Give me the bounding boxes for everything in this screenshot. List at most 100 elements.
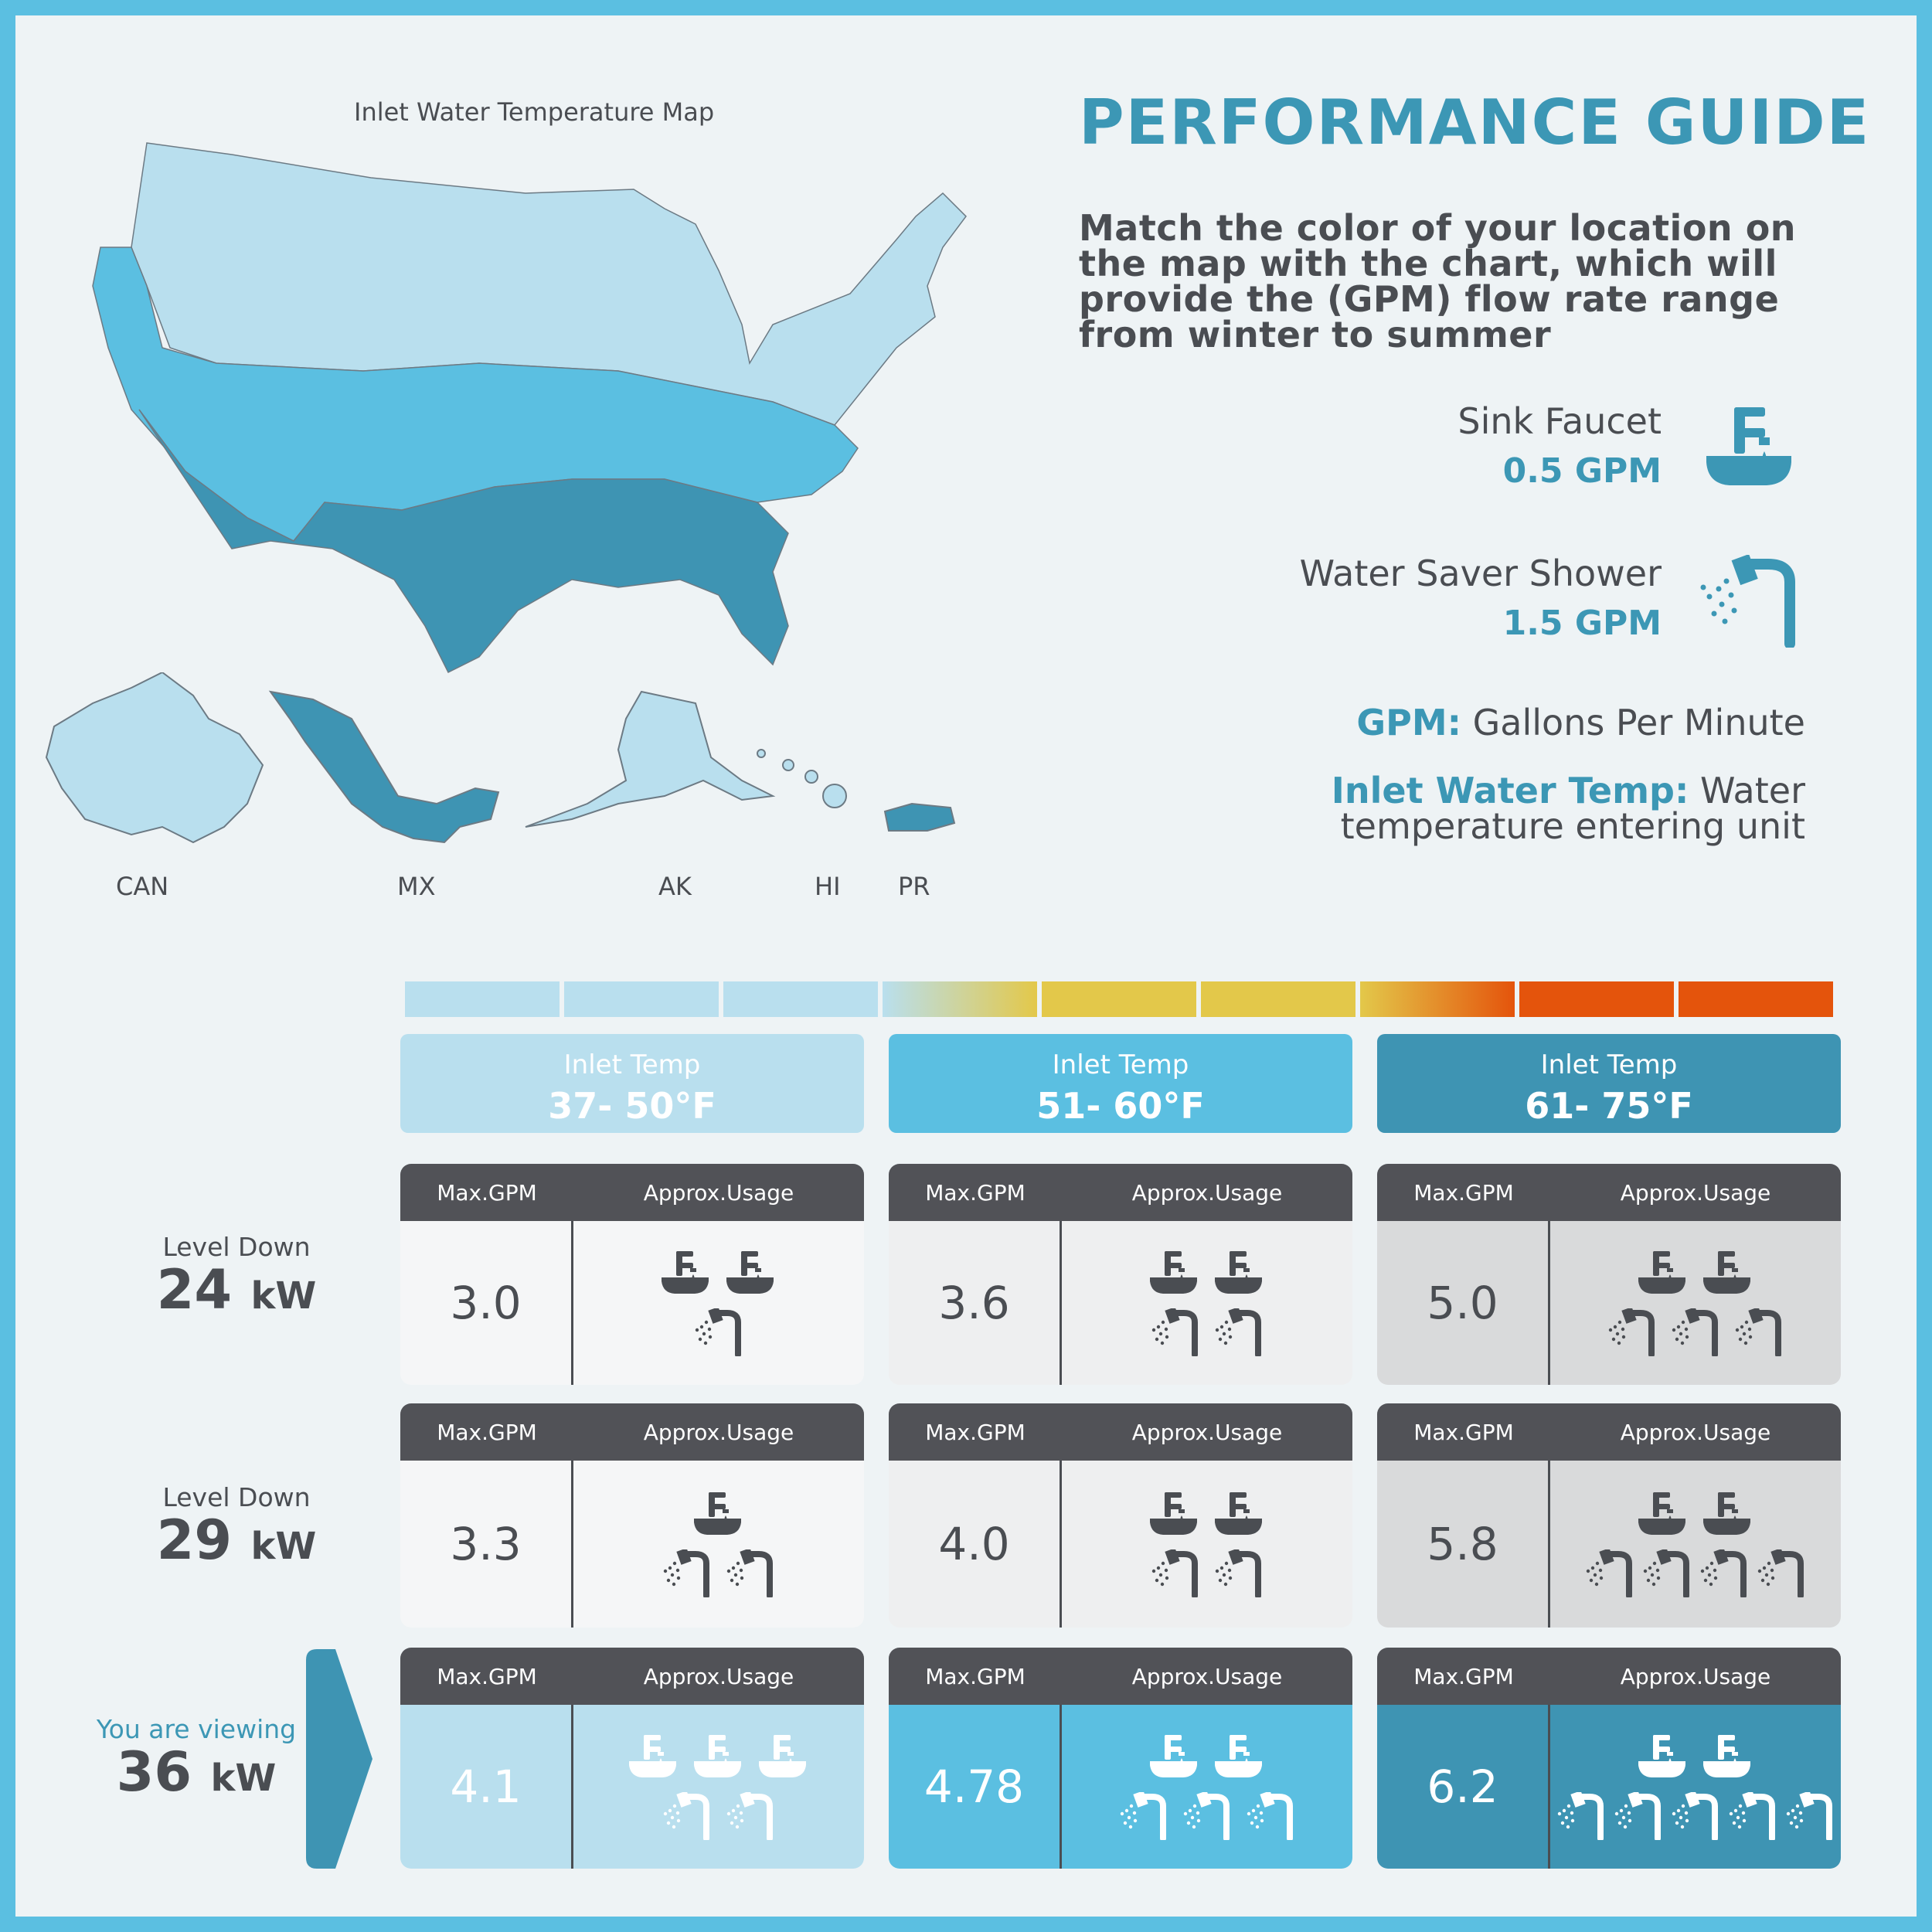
- usage-card: Max.GPM Approx.Usage 5.8: [1377, 1403, 1841, 1628]
- scale-segment-6: [1201, 981, 1355, 1017]
- temp-definition: Inlet Water Temp: Water temperature ente…: [1332, 773, 1805, 844]
- sink-faucet-icon: [1215, 1251, 1262, 1294]
- max-gpm-value: 3.0: [400, 1221, 573, 1385]
- sink-faucet-icon: [694, 1735, 741, 1777]
- shower-icon-row: [1118, 1792, 1296, 1840]
- sink-faucet-icon: [1703, 1251, 1750, 1294]
- card-body: 6.2: [1377, 1705, 1841, 1869]
- temp-range-cold: Inlet Temp 37- 50°F: [400, 1034, 864, 1133]
- sink-faucet-icon: [1638, 1492, 1685, 1535]
- sink-icon-row: [1638, 1250, 1753, 1294]
- approx-usage: [573, 1221, 864, 1385]
- scale-segment-9: [1679, 981, 1833, 1017]
- map-label-hi: HI: [815, 872, 841, 901]
- card-header: Max.GPM Approx.Usage: [889, 1648, 1352, 1705]
- temp-value-2: temperature entering unit: [1340, 805, 1805, 847]
- shower-icon: [1735, 1308, 1781, 1356]
- level-label: Level Down: [162, 1482, 311, 1512]
- level-unit: kW: [250, 1525, 317, 1568]
- guide-description: Match the color of your location on the …: [1079, 207, 1797, 355]
- sink-faucet-name: Sink Faucet: [1458, 400, 1662, 442]
- approx-usage-header: Approx.Usage: [1620, 1663, 1771, 1689]
- card-header: Max.GPM Approx.Usage: [400, 1648, 864, 1705]
- sink-faucet-icon: [1215, 1735, 1262, 1777]
- card-header: Max.GPM Approx.Usage: [400, 1403, 864, 1461]
- scale-segment-1: [405, 981, 560, 1017]
- level-unit: kW: [250, 1274, 317, 1318]
- approx-usage-header: Approx.Usage: [643, 1663, 794, 1689]
- temp-range-warm: Inlet Temp 61- 75°F: [1377, 1034, 1841, 1133]
- sink-faucet-icon: [1638, 1735, 1685, 1777]
- approx-usage: [573, 1461, 864, 1628]
- shower-icon: [1557, 1792, 1604, 1840]
- shower-icon-row: [1150, 1308, 1264, 1356]
- card-body: 4.1: [400, 1705, 864, 1869]
- approx-usage-header: Approx.Usage: [1620, 1419, 1771, 1445]
- max-gpm-value: 5.0: [1377, 1221, 1550, 1385]
- level-label: Level Down: [162, 1232, 311, 1262]
- sink-faucet-icon: [1703, 1735, 1750, 1777]
- usage-card: Max.GPM Approx.Usage 5.0: [1377, 1164, 1841, 1385]
- usage-card: Max.GPM Approx.Usage 4.78: [889, 1648, 1352, 1869]
- sink-faucet-icon: [1150, 1735, 1197, 1777]
- approx-usage: [1062, 1461, 1352, 1628]
- approx-usage: [1550, 1461, 1841, 1628]
- gpm-key: GPM:: [1356, 702, 1462, 743]
- shower-icon-row: [1556, 1792, 1835, 1840]
- shower-icon: [1247, 1792, 1293, 1840]
- sink-faucet-icon: [1215, 1492, 1262, 1535]
- card-header: Max.GPM Approx.Usage: [889, 1164, 1352, 1221]
- usage-card: Max.GPM Approx.Usage 3.0: [400, 1164, 864, 1385]
- card-body: 5.0: [1377, 1221, 1841, 1385]
- max-gpm-header: Max.GPM: [925, 1663, 1026, 1689]
- shower-icon: [726, 1549, 773, 1597]
- shower-icon: [1215, 1549, 1261, 1597]
- max-gpm-value: 4.1: [400, 1705, 573, 1869]
- max-gpm-value: 6.2: [1377, 1705, 1550, 1869]
- us-temperature-map: [92, 142, 967, 674]
- shower-icon: [1700, 1549, 1747, 1597]
- usage-card: Max.GPM Approx.Usage 3.3: [400, 1403, 864, 1628]
- scale-segment-2: [564, 981, 719, 1017]
- sink-faucet-rate: 0.5 GPM: [1502, 451, 1662, 491]
- card-body: 3.0: [400, 1221, 864, 1385]
- card-body: 4.78: [889, 1705, 1352, 1869]
- level-24kw: Level Down 24 kW: [136, 1232, 337, 1324]
- gpm-definition: GPM: Gallons Per Minute: [1356, 702, 1805, 743]
- scale-segment-7: [1360, 981, 1515, 1017]
- sink-faucet-icon: [662, 1251, 709, 1294]
- alaska-map: [525, 690, 776, 828]
- shower-icon: [1729, 1792, 1775, 1840]
- shower-icon: [1700, 555, 1795, 648]
- temp-range-value: 51- 60°F: [1036, 1085, 1205, 1127]
- shower-rate: 1.5 GPM: [1502, 604, 1662, 643]
- level-kw: 36: [116, 1740, 192, 1804]
- shower-icon: [1151, 1308, 1198, 1356]
- temp-range-mid: Inlet Temp 51- 60°F: [889, 1034, 1352, 1133]
- sink-icon-row: [1149, 1250, 1265, 1294]
- sink-icon-row: [1638, 1491, 1753, 1536]
- sink-faucet-icon: [694, 1492, 741, 1535]
- usage-card: Max.GPM Approx.Usage 3.6: [889, 1164, 1352, 1385]
- sink-faucet-icon: [759, 1735, 806, 1777]
- card-body: 5.8: [1377, 1461, 1841, 1628]
- shower-icon-row: [1584, 1549, 1807, 1597]
- max-gpm-header: Max.GPM: [1413, 1663, 1514, 1689]
- approx-usage: [1550, 1221, 1841, 1385]
- max-gpm-value: 3.3: [400, 1461, 573, 1628]
- max-gpm-header: Max.GPM: [437, 1179, 537, 1206]
- scale-segment-3: [723, 981, 878, 1017]
- max-gpm-header: Max.GPM: [437, 1663, 537, 1689]
- shower-icon: [1672, 1308, 1718, 1356]
- map-label-ak: AK: [658, 872, 692, 901]
- shower-icon: [1215, 1308, 1261, 1356]
- sink-faucet-icon: [726, 1251, 774, 1294]
- shower-icon: [1643, 1549, 1689, 1597]
- max-gpm-header: Max.GPM: [925, 1179, 1026, 1206]
- shower-icon: [1786, 1792, 1832, 1840]
- approx-usage: [573, 1705, 864, 1869]
- card-header: Max.GPM Approx.Usage: [1377, 1164, 1841, 1221]
- map-label-pr: PR: [898, 872, 930, 901]
- usage-card: Max.GPM Approx.Usage 6.2: [1377, 1648, 1841, 1869]
